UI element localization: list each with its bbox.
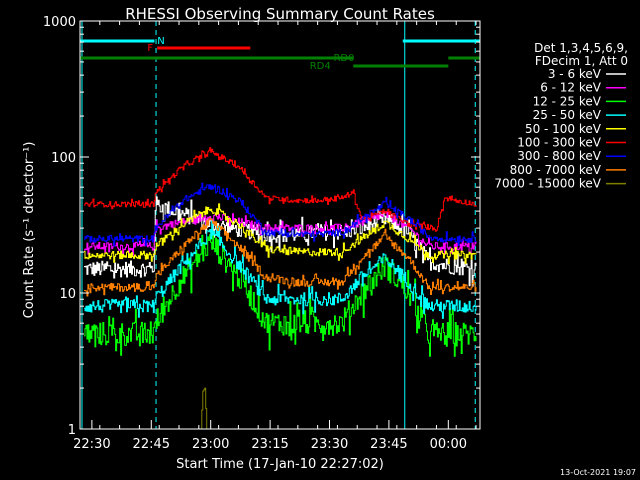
y-tick-label: 100: [51, 151, 76, 166]
series-line: [84, 233, 477, 357]
series-line: [84, 220, 477, 319]
x-tick-label: 22:45: [133, 437, 170, 452]
x-tick-label: 23:15: [251, 437, 288, 452]
x-tick-label: 00:00: [430, 437, 467, 452]
legend: Det 1,3,4,5,6,9,FDecim 1, Att 03 - 6 keV…: [494, 41, 628, 191]
flag-label-rd0: RD0: [333, 53, 354, 64]
x-tick-label: 23:45: [370, 437, 407, 452]
plot-frame: [79, 20, 481, 430]
legend-header: Det 1,3,4,5,6,9,: [534, 41, 628, 55]
x-tick-label: 22:30: [73, 437, 110, 452]
legend-entry-label: 6 - 12 keV: [540, 81, 602, 95]
flag-label-f: F: [147, 43, 153, 54]
flag-label-rd4: RD4: [310, 61, 331, 72]
series-line: [84, 196, 477, 287]
series-line: [84, 147, 477, 233]
axes: 22:30 22:45 23:00 23:15 23:30 23:45 00:00 1 10 10…: [43, 15, 481, 452]
x-axis-label: Start Time (17-Jan-10 22:27:02): [176, 457, 384, 472]
x-tick-label: 23:00: [192, 437, 229, 452]
series-line: [84, 182, 477, 247]
y-axis-label: Count Rate (s⁻¹ detector⁻¹): [22, 142, 37, 319]
legend-entry-label: 3 - 6 keV: [548, 67, 602, 81]
legend-entry-label: 100 - 300 keV: [517, 136, 601, 150]
y-tick-label: 1000: [43, 15, 76, 30]
legend-entry-label: 50 - 100 keV: [525, 122, 602, 136]
y-tick-label: 1: [68, 423, 76, 438]
series-line: [84, 203, 477, 265]
series-line: [84, 211, 477, 256]
legend-entry-label: 800 - 7000 keV: [510, 163, 602, 177]
legend-entry-label: 300 - 800 keV: [517, 149, 601, 163]
legend-entry-label: 25 - 50 keV: [533, 108, 602, 122]
y-tick-label: 10: [59, 287, 76, 302]
timestamp: 13-Oct-2021 19:07: [560, 468, 636, 477]
flag-label-n: N: [157, 36, 164, 47]
x-tick-label: 23:30: [311, 437, 348, 452]
legend-header: FDecim 1, Att 0: [535, 54, 628, 68]
chart-title: RHESSI Observing Summary Count Rates: [125, 5, 435, 23]
series-line: [84, 217, 477, 297]
legend-entry-label: 7000 - 15000 keV: [494, 177, 601, 191]
legend-entry-label: 12 - 25 keV: [533, 94, 602, 108]
